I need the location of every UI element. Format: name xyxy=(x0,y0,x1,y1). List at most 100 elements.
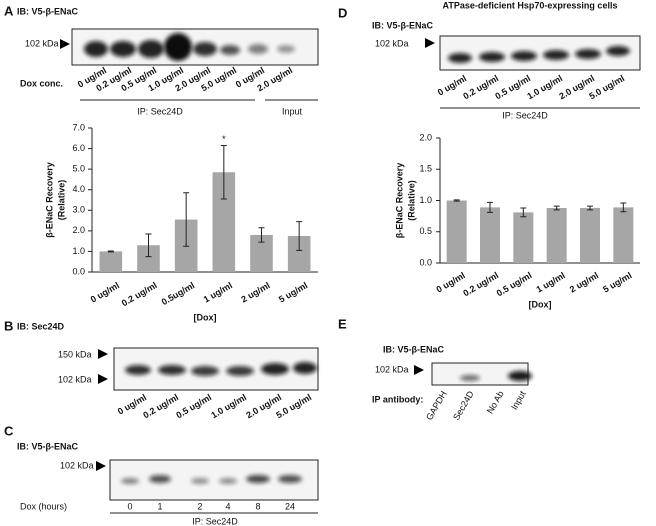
ip-label: IP: Sec24D xyxy=(137,106,183,116)
y-tick-label: 1.0 xyxy=(419,195,432,205)
band xyxy=(261,363,289,375)
kda-label: 102 kDa xyxy=(60,460,94,470)
error-bar xyxy=(220,144,227,200)
lane-label: 0.2 ug/ml xyxy=(141,392,180,420)
x-tick-label: 0 ug/ml xyxy=(89,280,121,304)
bar xyxy=(137,245,160,272)
band xyxy=(226,366,254,376)
bar xyxy=(513,212,534,263)
x-tick-label: 1 ug/ml xyxy=(202,280,234,304)
marker-arrow xyxy=(98,349,108,359)
kda-label: 102 kDa xyxy=(58,374,92,384)
lane-label: 1 xyxy=(157,501,162,511)
panel-letter: B xyxy=(4,318,13,333)
band xyxy=(293,362,317,374)
lane-label: 0 xyxy=(127,501,132,511)
error-bar xyxy=(520,207,527,218)
dox-label: Dox conc. xyxy=(20,78,63,88)
bar xyxy=(250,234,273,272)
lane-label: 1.0 ug/ml xyxy=(525,73,564,101)
lane-label: 2 xyxy=(197,501,202,511)
lane-label: 24 xyxy=(285,501,295,511)
x-tick-label: 1 ug/ml xyxy=(535,270,567,294)
band xyxy=(110,41,136,57)
y-tick-label: 0.0 xyxy=(72,266,85,276)
lane-label: 8 xyxy=(255,501,260,511)
y-tick-label: 1.0 xyxy=(72,246,85,256)
x-axis-label: [Dox] xyxy=(194,312,217,322)
marker-arrow xyxy=(60,39,70,49)
band xyxy=(278,475,302,483)
error-bar xyxy=(296,221,303,251)
y-tick-label: 3.0 xyxy=(72,205,85,215)
band xyxy=(246,475,270,483)
band xyxy=(508,371,532,381)
lane-label: 0.2 ug/ml xyxy=(461,73,500,101)
kda-label: 102 kDa xyxy=(375,364,409,374)
bar xyxy=(446,200,467,263)
bar xyxy=(287,236,311,272)
annotation: * xyxy=(222,134,226,144)
marker-arrow xyxy=(96,461,106,471)
y-axis-label: (Relative) xyxy=(56,180,66,221)
bar xyxy=(580,208,600,263)
input-label: Input xyxy=(282,106,303,116)
ib-label: IB: Sec24D xyxy=(17,321,65,331)
error-bar xyxy=(620,202,627,213)
bar xyxy=(480,207,500,263)
y-axis-label: β-ENaC Recovery xyxy=(394,163,404,239)
y-axis-label: (Relative) xyxy=(406,180,416,221)
band xyxy=(84,41,108,57)
ip-label: IP: Sec24D xyxy=(192,516,238,526)
panel-letter: E xyxy=(338,316,347,331)
panel-letter: C xyxy=(4,423,14,438)
panel-letter: D xyxy=(338,5,347,20)
band xyxy=(191,366,219,376)
lane-label: 0.5 ug/ml xyxy=(493,73,532,101)
error-bar xyxy=(487,201,493,213)
band xyxy=(575,49,601,59)
band xyxy=(460,375,480,381)
error-bar xyxy=(258,227,265,243)
band xyxy=(248,44,268,54)
x-tick-label: 0.5ug/ml xyxy=(160,280,197,307)
x-tick-label: 0.5 ug/ml xyxy=(495,270,534,298)
band xyxy=(121,478,139,484)
error-bar xyxy=(183,192,190,247)
ib-label: IB: V5-β-ENaC xyxy=(372,20,434,30)
ib-label: IB: V5-β-ENaC xyxy=(383,344,445,354)
marker-arrow xyxy=(98,374,108,384)
x-tick-label: 5 ug/ml xyxy=(601,270,633,294)
y-tick-label: 0.0 xyxy=(419,257,432,267)
ib-label: IB: V5-β-ENaC xyxy=(17,6,79,16)
bar xyxy=(212,172,236,272)
y-tick-label: 5.0 xyxy=(72,164,85,174)
error-bar xyxy=(553,205,560,211)
marker-arrow xyxy=(414,365,424,375)
lane-label: Sec24D xyxy=(451,389,476,422)
bar xyxy=(99,251,123,272)
kda-label: 102 kDa xyxy=(375,38,409,48)
band xyxy=(448,53,472,63)
lane-label: Input xyxy=(509,389,528,412)
x-tick-label: 5 ug/ml xyxy=(277,280,309,304)
band xyxy=(158,365,186,375)
band xyxy=(479,52,505,62)
band xyxy=(511,51,537,61)
kda-label: 150 kDa xyxy=(58,349,92,359)
error-bar xyxy=(107,250,114,253)
lane-label: No Ab xyxy=(485,389,506,415)
panel-letter: A xyxy=(4,3,14,18)
error-bar xyxy=(145,233,152,258)
x-tick-label: 2 ug/ml xyxy=(568,270,600,294)
band xyxy=(220,45,240,55)
bar xyxy=(613,207,634,263)
band xyxy=(543,50,569,60)
error-bar xyxy=(587,205,593,211)
band xyxy=(149,475,171,483)
lane-label: 4 xyxy=(225,501,230,511)
y-tick-label: 0.5 xyxy=(419,226,432,236)
band xyxy=(164,33,192,61)
dox-label: Dox (hours) xyxy=(20,501,67,511)
